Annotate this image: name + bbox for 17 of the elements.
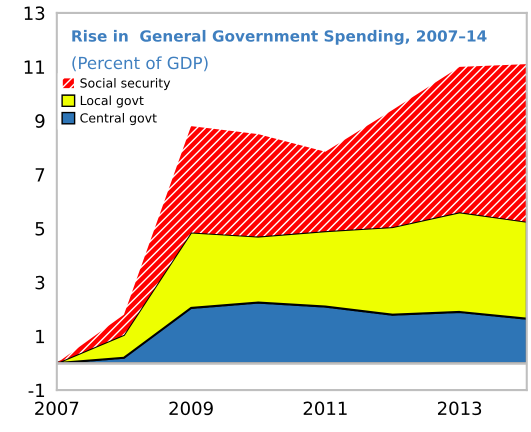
y-tick-label: 5: [36, 222, 44, 236]
y-tick-label: 1: [36, 330, 44, 344]
legend-label: Central govt: [80, 112, 157, 126]
x-tick-label: 2007: [35, 402, 78, 416]
y-tick-label: 11: [24, 60, 44, 74]
y-tick-label: 9: [35, 114, 44, 128]
legend-label: Social security: [80, 78, 170, 90]
legend-label: Local govt: [80, 95, 144, 108]
text: Rise in General Government Spending, 2007–14: [72, 30, 487, 45]
x-tick-label: 2011: [304, 402, 347, 416]
x-tick-label: 2013: [438, 402, 482, 416]
y-tick-label: 13: [24, 6, 44, 20]
y-tick-label: 3: [36, 276, 44, 290]
x-tick-label: 2009: [169, 402, 213, 416]
y-tick-label: 7: [36, 168, 44, 182]
y-tick-label: -1: [28, 384, 44, 397]
text: (Percent of GDP): [72, 56, 208, 72]
